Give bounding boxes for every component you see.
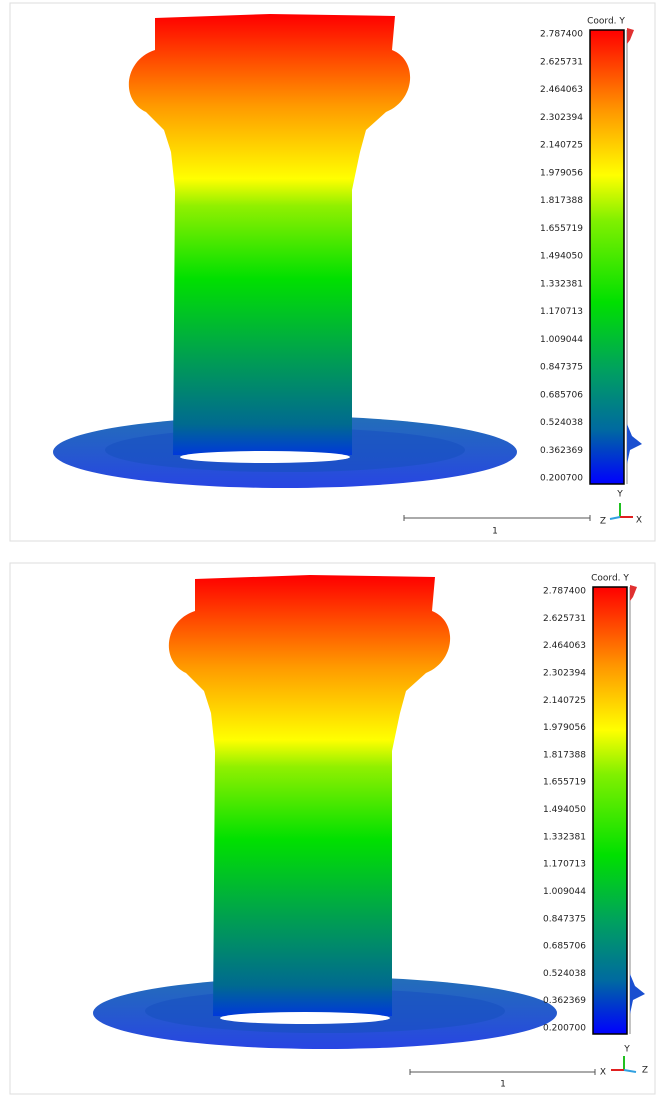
scale-tick-label: 1.655719 xyxy=(543,778,586,788)
scale-tick-label: 0.685706 xyxy=(540,390,583,400)
scale-bar-label: 1 xyxy=(492,527,498,537)
scale-tick-label: 2.464063 xyxy=(540,85,583,95)
ring-gap xyxy=(180,451,350,463)
scale-tick-label: 0.524038 xyxy=(543,969,586,979)
axis-label-x: X xyxy=(600,1068,606,1078)
scale-tick-label: 1.009044 xyxy=(540,335,583,345)
scale-tick-label: 1.979056 xyxy=(543,723,586,733)
scale-tick-label: 2.140725 xyxy=(543,696,586,706)
color-scale-bar xyxy=(590,30,624,484)
scale-tick-label: 2.625731 xyxy=(543,614,586,624)
scale-tick-label: 0.847375 xyxy=(543,914,586,924)
scale-tick-label: 2.787400 xyxy=(540,30,583,40)
axis-label-z: Z xyxy=(642,1066,648,1076)
scale-tick-label: 1.170713 xyxy=(540,307,583,317)
scale-tick-label: 0.847375 xyxy=(540,363,583,373)
scale-tick-label: 0.200700 xyxy=(540,474,583,484)
scale-tick-label: 2.140725 xyxy=(540,141,583,151)
color-scale-bar xyxy=(593,587,627,1034)
scale-tick-label: 1.332381 xyxy=(540,279,583,289)
scale-tick-label: 2.625731 xyxy=(540,57,583,67)
view-panel: Coord. Y 2.787400 2.625731 2.464063 2.302394… xyxy=(10,3,655,541)
scale-tick-label: 2.302394 xyxy=(543,668,586,678)
scale-tick-label: 0.362369 xyxy=(540,446,583,456)
ring-gap xyxy=(220,1012,390,1024)
scale-tick-label: 1.817388 xyxy=(540,196,583,206)
scale-tick-label: 0.524038 xyxy=(540,418,583,428)
axis-label-x: X xyxy=(636,516,642,526)
scale-tick-label: 2.464063 xyxy=(543,641,586,651)
axis-label-z: Z xyxy=(600,517,606,527)
axis-label-y: Y xyxy=(616,490,623,500)
scale-title: Coord. Y xyxy=(591,574,629,584)
scale-tick-label: 1.817388 xyxy=(543,750,586,760)
scale-tick-label: 1.170713 xyxy=(543,860,586,870)
scale-tick-label: 2.787400 xyxy=(543,587,586,597)
view-panel: Coord. Y 2.787400 2.625731 2.464063 2.302394… xyxy=(10,563,655,1094)
scale-title: Coord. Y xyxy=(587,17,625,27)
scale-tick-label: 1.979056 xyxy=(540,168,583,178)
scale-tick-label: 0.685706 xyxy=(543,942,586,952)
scale-tick-label: 1.655719 xyxy=(540,224,583,234)
scale-tick-label: 1.494050 xyxy=(543,805,586,815)
axis-label-y: Y xyxy=(623,1045,630,1055)
scale-tick-label: 1.332381 xyxy=(543,832,586,842)
scale-bar-label: 1 xyxy=(500,1080,506,1090)
screenshot: Coord. Y 2.787400 2.625731 2.464063 2.302394… xyxy=(0,0,659,1097)
scale-tick-label: 0.200700 xyxy=(543,1024,586,1034)
scale-tick-label: 0.362369 xyxy=(543,996,586,1006)
scale-tick-label: 2.302394 xyxy=(540,113,583,123)
scale-tick-label: 1.494050 xyxy=(540,252,583,262)
scale-tick-label: 1.009044 xyxy=(543,887,586,897)
